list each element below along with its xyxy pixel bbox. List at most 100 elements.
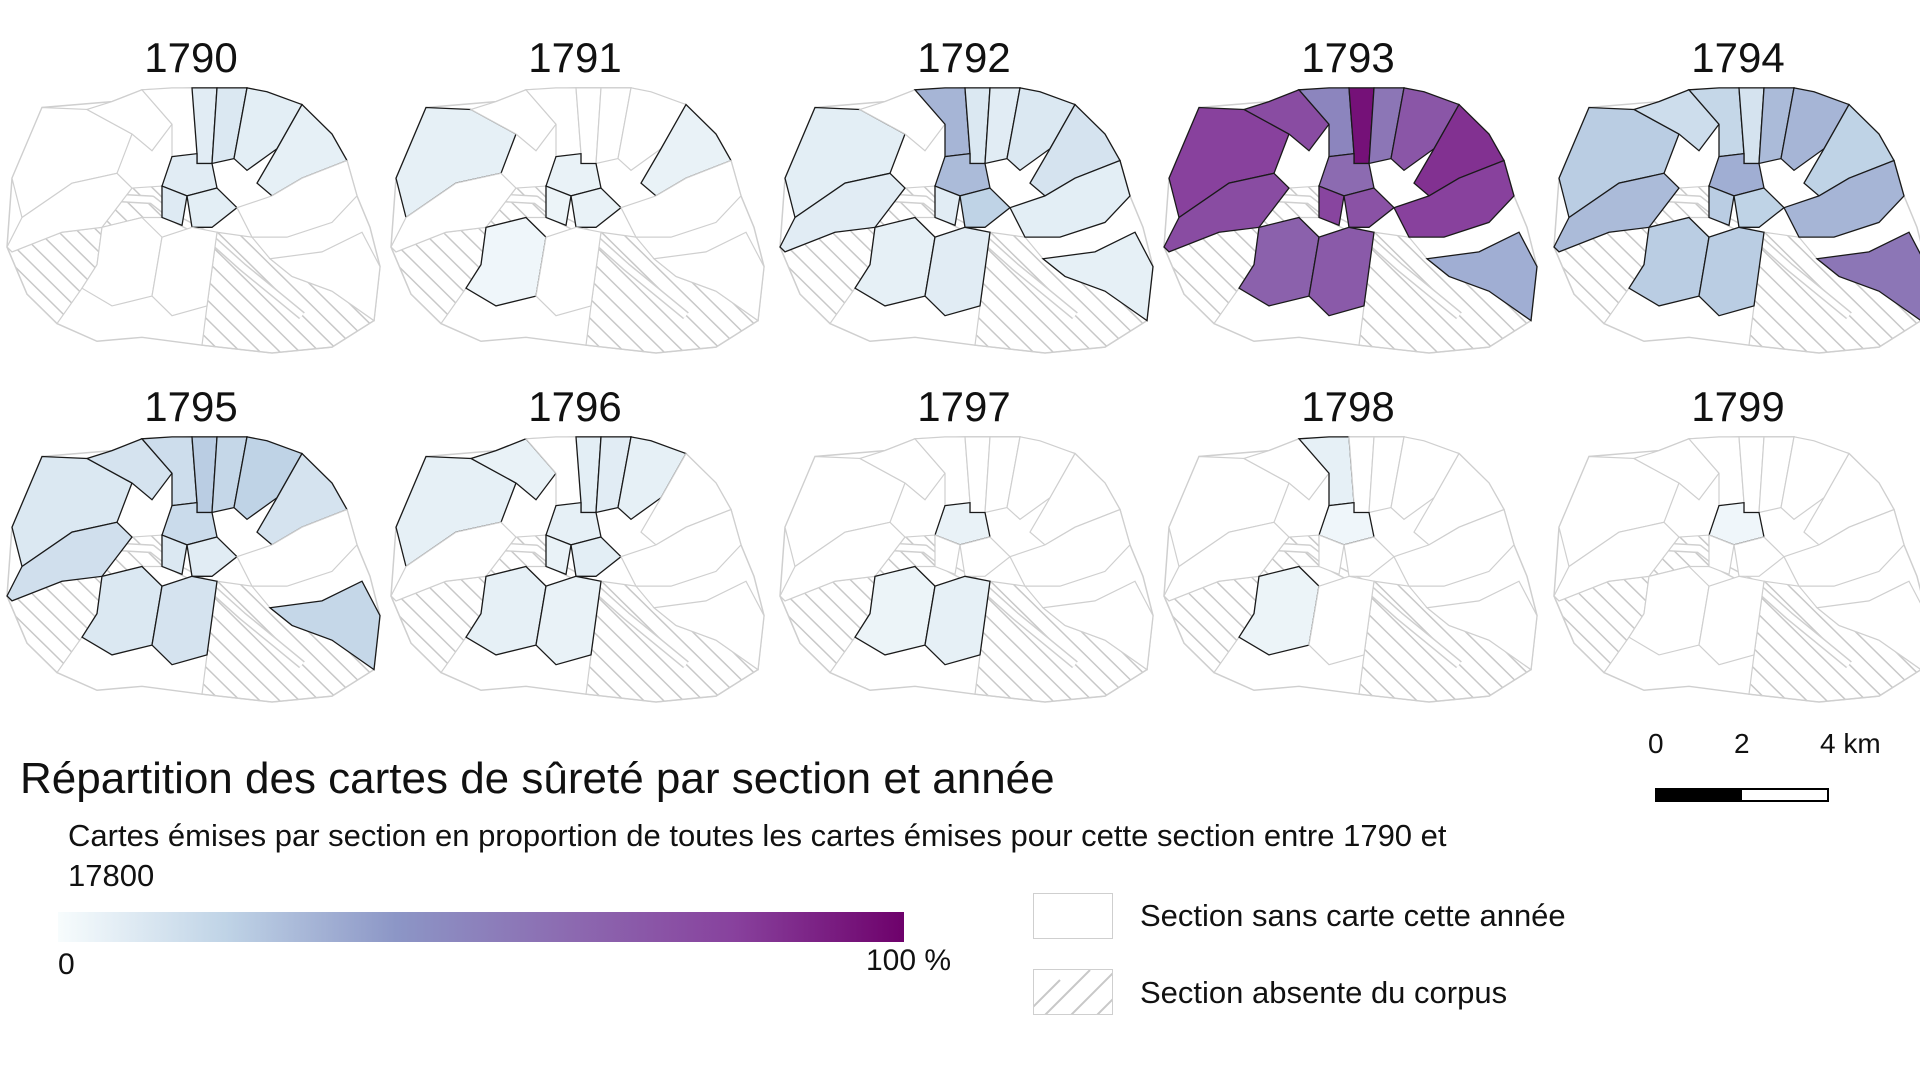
section-10	[1733, 536, 1785, 577]
hatched-section	[1748, 231, 1920, 354]
section-15	[1041, 231, 1154, 322]
hatched-section	[1748, 580, 1920, 703]
panel-year-label: 1795	[144, 383, 238, 430]
section-15	[652, 231, 765, 322]
section-10	[959, 187, 1011, 228]
section-map	[390, 87, 765, 354]
section-map	[779, 87, 1154, 354]
legend-hatched-label: Section absente du corpus	[1140, 975, 1508, 1010]
section-map	[1553, 436, 1920, 703]
scale-label-0: 0	[1648, 728, 1664, 759]
section-14	[535, 575, 602, 666]
section-13	[236, 508, 358, 587]
section-14	[1698, 226, 1765, 317]
section-14	[535, 226, 602, 317]
section-10	[186, 187, 238, 228]
section-12	[1628, 565, 1710, 656]
section-13	[1009, 159, 1131, 238]
panel-year-label: 1797	[917, 383, 1011, 430]
section-12	[854, 216, 936, 307]
panel-year-label: 1798	[1301, 383, 1395, 430]
section-9	[545, 185, 572, 227]
section-9	[1318, 534, 1345, 576]
panel-year-label: 1799	[1691, 383, 1785, 430]
section-13	[1393, 159, 1515, 238]
map-panel-1794: 1794	[1549, 0, 1920, 354]
section-9	[161, 534, 188, 576]
section-13	[620, 508, 742, 587]
section-10	[1343, 536, 1395, 577]
section-14	[1698, 575, 1765, 666]
section-map	[779, 436, 1154, 703]
section-12	[1238, 565, 1320, 656]
section-14	[1308, 575, 1375, 666]
section-9	[934, 534, 961, 576]
section-14	[151, 575, 218, 666]
section-9	[545, 534, 572, 576]
panel-year-label: 1792	[917, 34, 1011, 81]
section-12	[465, 565, 547, 656]
panel-year-label: 1794	[1691, 34, 1785, 81]
section-15	[1815, 580, 1920, 670]
scale-bar	[1655, 788, 1829, 802]
section-12	[1628, 216, 1710, 307]
map-panel-1798: 1798	[1159, 349, 1538, 703]
section-9	[1318, 185, 1345, 227]
panel-year-label: 1796	[528, 383, 622, 430]
hatch-pattern-icon	[1034, 970, 1112, 1014]
legend-empty-label: Section sans carte cette année	[1140, 898, 1566, 933]
section-13	[1783, 508, 1905, 587]
section-9	[161, 185, 188, 227]
section-12	[81, 216, 163, 307]
legend-empty-swatch	[1033, 893, 1113, 939]
map-panel-1790: 1790	[2, 0, 381, 354]
color-scale-bar	[58, 912, 904, 942]
section-map	[6, 436, 381, 703]
section-12	[1238, 216, 1320, 307]
scale-label-4km: 4 km	[1820, 728, 1881, 759]
section-map	[6, 87, 381, 354]
section-15	[1041, 580, 1154, 671]
legend-hatched-swatch	[1033, 969, 1113, 1015]
section-map	[1553, 87, 1920, 354]
map-panel-1797: 1797	[775, 349, 1154, 703]
section-10	[570, 187, 622, 228]
section-map	[390, 436, 765, 703]
section-10	[959, 536, 1011, 577]
section-12	[81, 565, 163, 656]
section-14	[151, 226, 218, 317]
section-14	[924, 226, 991, 317]
section-13	[236, 159, 358, 238]
map-panel-1793: 1793	[1159, 0, 1538, 354]
section-map	[1163, 436, 1538, 703]
section-13	[1009, 508, 1131, 587]
figure-subtitle: Cartes émises par section en proportion …	[68, 818, 1447, 893]
section-9	[1708, 185, 1735, 227]
figure-title: Répartition des cartes de sûreté par sec…	[20, 754, 1055, 803]
map-panel-1791: 1791	[386, 0, 765, 354]
section-15	[1815, 231, 1920, 321]
scale-label-2: 2	[1734, 728, 1750, 759]
section-14	[1308, 226, 1375, 317]
section-15	[268, 580, 381, 671]
section-12	[465, 216, 547, 307]
map-panel-1795: 1795	[2, 349, 381, 703]
color-scale-max-label: 100 %	[866, 944, 952, 977]
map-panel-1799: 1799	[1549, 349, 1920, 703]
section-12	[854, 565, 936, 656]
section-10	[1733, 187, 1785, 228]
section-13	[620, 159, 742, 238]
map-panel-1796: 1796	[386, 349, 765, 703]
section-15	[652, 580, 765, 671]
panel-year-label: 1793	[1301, 34, 1395, 81]
panel-year-label: 1791	[528, 34, 622, 81]
section-9	[934, 185, 961, 227]
section-15	[268, 231, 381, 322]
section-map	[1163, 87, 1538, 354]
section-14	[924, 575, 991, 666]
section-10	[186, 536, 238, 577]
map-panel-1792: 1792	[775, 0, 1154, 354]
color-scale-min-label: 0	[58, 948, 75, 981]
section-10	[570, 536, 622, 577]
